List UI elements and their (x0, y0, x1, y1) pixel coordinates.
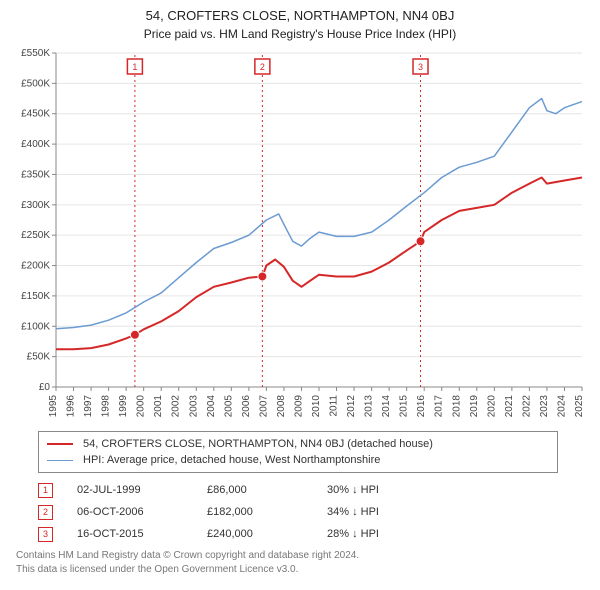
svg-text:2020: 2020 (486, 395, 497, 418)
svg-text:2017: 2017 (434, 395, 445, 418)
legend-label: HPI: Average price, detached house, West… (83, 454, 380, 466)
svg-text:2010: 2010 (311, 395, 322, 418)
svg-text:2015: 2015 (399, 395, 410, 418)
svg-text:1996: 1996 (66, 395, 77, 418)
page-title: 54, CROFTERS CLOSE, NORTHAMPTON, NN4 0BJ (8, 8, 592, 23)
svg-text:£500K: £500K (21, 78, 50, 89)
svg-text:2025: 2025 (574, 395, 585, 418)
svg-text:1998: 1998 (101, 395, 112, 418)
legend-swatch (47, 460, 73, 461)
svg-text:2005: 2005 (223, 395, 234, 418)
footer-attribution: Contains HM Land Registry data © Crown c… (16, 549, 586, 576)
price-chart: £0 £50K £100K £150K £200K £250K £300K £350K £400… (8, 47, 592, 427)
transaction-diff: 30% ↓ HPI (327, 484, 447, 496)
svg-text:£350K: £350K (21, 169, 50, 180)
legend-swatch (47, 443, 73, 445)
transaction-date: 16-OCT-2015 (77, 528, 207, 540)
svg-text:2013: 2013 (364, 395, 375, 418)
svg-text:2023: 2023 (539, 395, 550, 418)
svg-text:2006: 2006 (241, 395, 252, 418)
svg-text:2002: 2002 (171, 395, 182, 418)
legend-label: 54, CROFTERS CLOSE, NORTHAMPTON, NN4 0BJ… (83, 438, 433, 450)
svg-text:£50K: £50K (27, 352, 51, 363)
transaction-row: 2 06-OCT-2006£182,00034% ↓ HPI (38, 501, 558, 523)
page-subtitle: Price paid vs. HM Land Registry's House … (8, 27, 592, 41)
transaction-diff: 28% ↓ HPI (327, 528, 447, 540)
svg-text:£0: £0 (39, 382, 51, 393)
svg-text:2007: 2007 (258, 395, 269, 418)
transaction-price: £86,000 (207, 484, 327, 496)
svg-text:£300K: £300K (21, 200, 50, 211)
svg-text:2009: 2009 (293, 395, 304, 418)
svg-text:2014: 2014 (381, 395, 392, 418)
svg-text:£450K: £450K (21, 109, 50, 120)
svg-text:£550K: £550K (21, 48, 50, 59)
transaction-row: 3 16-OCT-2015£240,00028% ↓ HPI (38, 523, 558, 545)
svg-text:1: 1 (132, 62, 137, 72)
svg-text:2008: 2008 (276, 395, 287, 418)
svg-text:2021: 2021 (504, 395, 515, 418)
svg-text:2000: 2000 (136, 395, 147, 418)
svg-text:2016: 2016 (416, 395, 427, 418)
svg-text:1995: 1995 (48, 395, 59, 418)
svg-text:1999: 1999 (118, 395, 129, 418)
footer-line-2: This data is licensed under the Open Gov… (16, 563, 586, 577)
chart-svg: £0 £50K £100K £150K £200K £250K £300K £350K £400… (8, 47, 592, 427)
transactions-table: 1 02-JUL-1999£86,00030% ↓ HPI 2 06-OCT-2006… (38, 479, 558, 545)
svg-text:£250K: £250K (21, 230, 50, 241)
legend: 54, CROFTERS CLOSE, NORTHAMPTON, NN4 0BJ… (38, 431, 558, 473)
footer-line-1: Contains HM Land Registry data © Crown c… (16, 549, 586, 563)
svg-text:2: 2 (260, 62, 265, 72)
transaction-date: 06-OCT-2006 (77, 506, 207, 518)
transaction-badge: 2 (38, 505, 53, 520)
svg-text:2001: 2001 (153, 395, 164, 418)
transaction-badge: 1 (38, 483, 53, 498)
svg-text:£400K: £400K (21, 139, 50, 150)
svg-text:2019: 2019 (469, 395, 480, 418)
legend-item: HPI: Average price, detached house, West… (47, 452, 549, 468)
svg-text:2022: 2022 (521, 395, 532, 418)
svg-text:2012: 2012 (346, 395, 357, 418)
transaction-badge: 3 (38, 527, 53, 542)
svg-text:3: 3 (418, 62, 423, 72)
svg-text:2003: 2003 (188, 395, 199, 418)
svg-text:2024: 2024 (556, 395, 567, 418)
svg-text:£100K: £100K (21, 321, 50, 332)
svg-text:£150K: £150K (21, 291, 50, 302)
transaction-price: £240,000 (207, 528, 327, 540)
svg-text:2018: 2018 (451, 395, 462, 418)
legend-item: 54, CROFTERS CLOSE, NORTHAMPTON, NN4 0BJ… (47, 436, 549, 452)
transaction-diff: 34% ↓ HPI (327, 506, 447, 518)
svg-text:1997: 1997 (83, 395, 94, 418)
svg-text:2004: 2004 (206, 395, 217, 418)
transaction-date: 02-JUL-1999 (77, 484, 207, 496)
transaction-price: £182,000 (207, 506, 327, 518)
svg-text:£200K: £200K (21, 261, 50, 272)
transaction-row: 1 02-JUL-1999£86,00030% ↓ HPI (38, 479, 558, 501)
svg-text:2011: 2011 (329, 395, 340, 417)
